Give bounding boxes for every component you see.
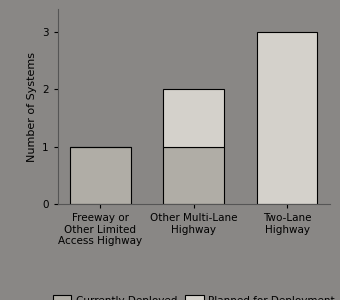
- Bar: [70, 147, 131, 204]
- Bar: [164, 147, 224, 204]
- Bar: [164, 89, 224, 147]
- Y-axis label: Number of Systems: Number of Systems: [27, 52, 37, 161]
- Bar: [257, 32, 318, 204]
- Legend: Currently Deployed, Planned for Deployment: Currently Deployed, Planned for Deployme…: [49, 291, 339, 300]
